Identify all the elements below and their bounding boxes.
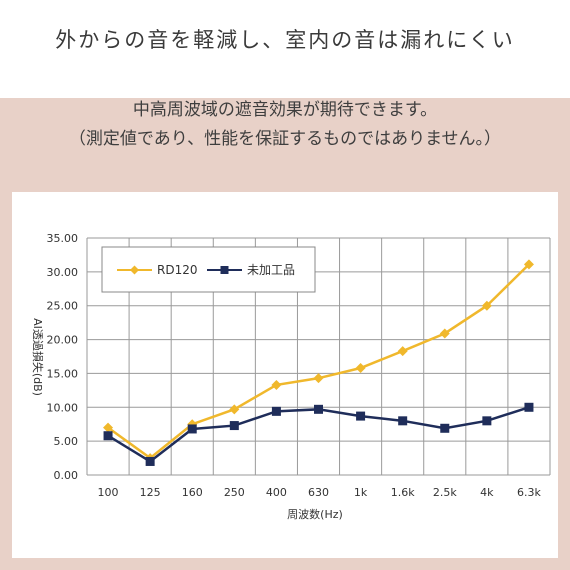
y-tick-label: 15.00 (47, 367, 79, 380)
x-tick-label: 100 (98, 486, 119, 499)
x-axis-label: 周波数(Hz) (287, 508, 343, 521)
x-tick-label: 1.6k (391, 486, 415, 499)
data-point (229, 404, 240, 415)
y-tick-label: 10.00 (47, 401, 79, 414)
x-tick-label: 400 (266, 486, 287, 499)
data-point (271, 379, 282, 390)
x-tick-label: 160 (182, 486, 203, 499)
data-point (314, 404, 323, 414)
data-point (271, 406, 281, 416)
y-tick-label: 30.00 (47, 266, 79, 279)
y-tick-label: 25.00 (47, 300, 79, 313)
page-title: 外からの音を軽減し、室内の音は漏れにくい (55, 28, 515, 52)
legend-label: RD120 (157, 263, 197, 277)
sound-loss-chart: 0.00 5.00 10.00 15.00 20.00 25.00 30.00 35.00 1… (31, 232, 551, 521)
data-point (145, 456, 155, 466)
legend-marker (220, 266, 229, 274)
data-point (524, 402, 534, 412)
data-point (313, 373, 324, 384)
data-point (481, 300, 492, 311)
series-group (103, 259, 534, 466)
data-point (355, 363, 366, 374)
data-point (439, 328, 450, 339)
x-tick-label: 2.5k (433, 486, 457, 499)
y-tick-label: 0.00 (54, 469, 79, 482)
header-band: 外からの音を軽減し、室内の音は漏れにくい (0, 0, 570, 98)
x-tick-label: 630 (308, 486, 329, 499)
x-tick-label: 4k (480, 486, 494, 499)
description-line-1: 中高周波域の遮音効果が期待できます。 (132, 100, 438, 120)
data-point (398, 416, 408, 426)
y-tick-label: 20.00 (47, 334, 79, 347)
y-tick-label: 5.00 (54, 435, 79, 448)
x-tick-label: 1k (354, 486, 368, 499)
y-tick-label: 35.00 (47, 232, 79, 245)
data-point (482, 416, 492, 426)
y-axis-label: AI透過損失(dB) (31, 318, 45, 396)
x-tick-label: 250 (224, 486, 245, 499)
legend: RD120 未加工品 (101, 246, 316, 293)
data-point (523, 259, 534, 270)
data-point (356, 411, 366, 421)
data-point (440, 423, 450, 433)
description: 中高周波域の遮音効果が期待できます。 （測定値であり、性能を保証するものではあり… (0, 96, 570, 154)
legend-marker (130, 265, 139, 275)
x-tick-label: 6.3k (517, 486, 541, 499)
x-tick-labels: 100 125 160 250 400 630 1k 1.6k 2.5k 4k 6.3k (98, 486, 542, 499)
legend-label: 未加工品 (247, 263, 295, 277)
y-tick-labels: 0.00 5.00 10.00 15.00 20.00 25.00 30.00 35.00 (47, 232, 79, 482)
data-point (187, 424, 197, 434)
data-point (103, 422, 114, 433)
data-point (187, 419, 198, 430)
x-tick-label: 125 (140, 486, 161, 499)
data-point (229, 421, 239, 431)
data-point (103, 431, 113, 441)
description-line-2: （測定値であり、性能を保証するものではありません。） (68, 129, 502, 149)
chart-card: 0.00 5.00 10.00 15.00 20.00 25.00 30.00 35.00 1… (12, 192, 558, 558)
data-point (397, 346, 408, 357)
